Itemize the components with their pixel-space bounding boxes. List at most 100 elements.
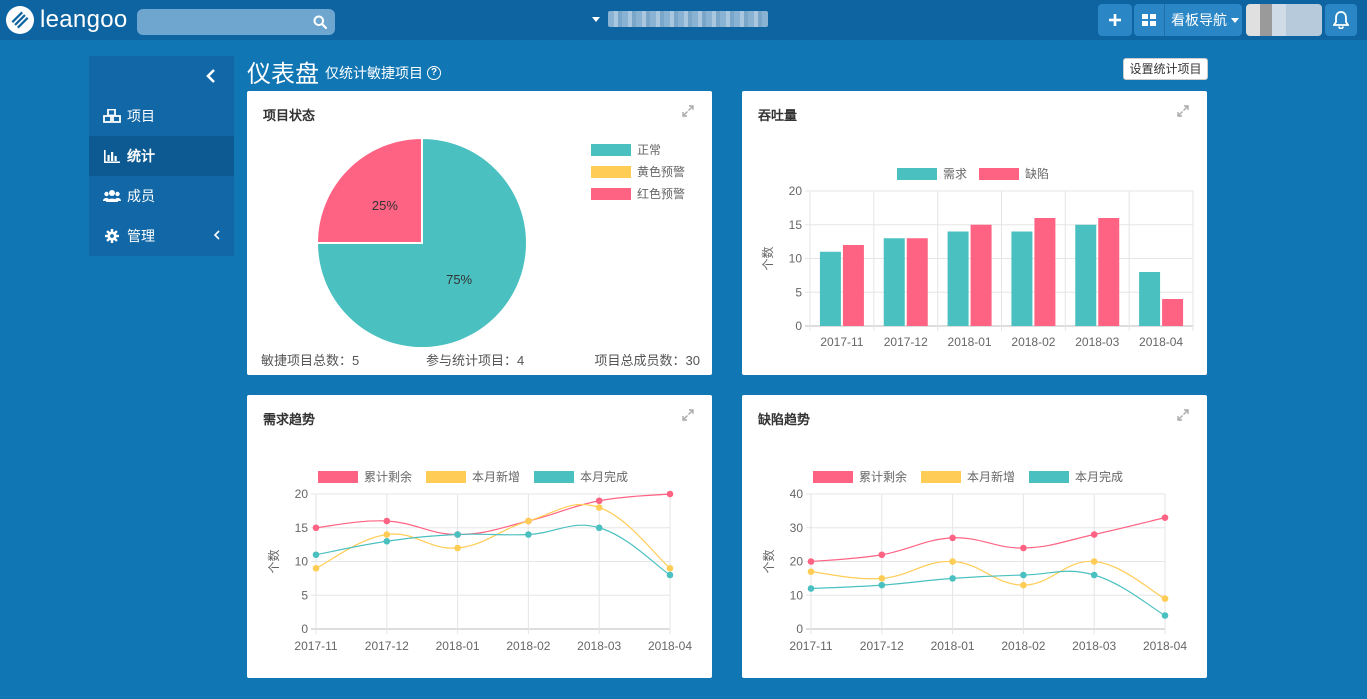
x-tick-label: 2018-02 [506, 639, 550, 653]
bar-chart-icon [103, 149, 121, 163]
sidebar-item-members[interactable]: 成员 [89, 176, 234, 216]
panel-title: 需求趋势 [263, 412, 316, 427]
pie-data-label: 25% [372, 198, 398, 213]
series-line [315, 524, 671, 576]
legend-label: 缺陷 [1025, 166, 1049, 181]
y-axis-label: 个数 [761, 549, 776, 573]
y-tick-label: 20 [295, 487, 309, 501]
data-point [878, 581, 886, 589]
y-tick-label: 20 [789, 184, 803, 198]
chevron-left-icon [213, 230, 220, 240]
x-tick-label: 2018-04 [648, 639, 692, 653]
caret-down-icon [592, 16, 600, 22]
expand-icon[interactable] [682, 105, 694, 117]
x-tick-label: 2018-03 [577, 639, 621, 653]
board-nav-button[interactable]: 看板导航 [1134, 4, 1242, 36]
data-point [1161, 612, 1169, 619]
requirement-trend-panel: 需求趋势 0 5 10 15 20 个数 累计剩余 本月新增 本月完成 2017-11 2017-1… [247, 395, 712, 678]
question-circle-icon[interactable]: ? [427, 66, 441, 80]
x-tick-label: 2018-01 [948, 335, 992, 349]
data-point [383, 517, 391, 525]
data-point [949, 575, 956, 582]
expand-icon[interactable] [1177, 409, 1189, 421]
y-tick-label: 10 [790, 588, 804, 602]
sidebar-item-label: 统计 [127, 148, 155, 164]
grid-icon [1142, 14, 1156, 26]
logo[interactable]: leangoo [6, 6, 128, 34]
series-line [315, 503, 671, 569]
throughput-panel: 吞吐量 0 5 10 15 20 个数 需求 缺陷 2017-11 2017-12 2018-01 2… [742, 91, 1207, 375]
legend-label: 正常 [637, 143, 661, 157]
y-tick-label: 5 [795, 285, 802, 299]
x-tick-label: 2017-11 [789, 639, 832, 653]
bar [1011, 231, 1033, 326]
settings-button[interactable]: 设置统计项目 [1123, 58, 1208, 80]
legend-swatch [591, 144, 631, 156]
x-tick-label: 2018-02 [1011, 335, 1055, 349]
sidebar-item-projects[interactable]: 项目 [89, 96, 234, 136]
y-tick-label: 40 [790, 487, 804, 501]
bar [947, 231, 969, 326]
data-point [525, 517, 532, 525]
x-tick-label: 2018-03 [1072, 639, 1116, 653]
series-line [810, 570, 1166, 617]
x-tick-label: 2017-11 [294, 639, 337, 653]
legend-swatch [979, 168, 1019, 180]
x-tick-label: 2018-02 [1001, 639, 1045, 653]
bar [1075, 224, 1097, 326]
pie-slice [315, 136, 528, 349]
data-point [595, 497, 603, 505]
data-point [1020, 571, 1027, 579]
project-name-blurred [608, 11, 768, 27]
data-point [595, 504, 603, 511]
data-point [312, 551, 320, 559]
legend-label: 累计剩余 [859, 469, 907, 484]
x-tick-label: 2018-01 [436, 639, 480, 653]
legend-swatch [426, 471, 466, 483]
legend-swatch [534, 471, 574, 483]
legend-label: 本月新增 [967, 469, 1015, 484]
defect-trend-panel: 缺陷趋势 0 10 20 30 40 个数 累计剩余 本月新增 本月完成 2017-11 2017-… [742, 395, 1207, 678]
legend-label: 黄色预警 [637, 164, 685, 179]
expand-icon[interactable] [1177, 105, 1189, 117]
y-tick-label: 15 [789, 218, 803, 232]
data-point [454, 531, 461, 538]
x-tick-label: 2017-11 [820, 335, 863, 349]
bar [883, 238, 905, 326]
notification-button[interactable] [1325, 4, 1357, 36]
bar [906, 238, 928, 326]
legend-swatch [1029, 471, 1069, 483]
add-button[interactable] [1098, 4, 1132, 36]
data-point [383, 531, 391, 538]
search-input[interactable] [145, 12, 309, 34]
y-tick-label: 30 [790, 521, 804, 535]
sidebar-collapse-button[interactable] [89, 56, 234, 96]
sidebar-item-statistics[interactable]: 统计 [89, 136, 234, 176]
x-tick-label: 2018-04 [1143, 639, 1187, 653]
project-selector[interactable] [592, 11, 768, 27]
defect-trend-line-chart: 0 10 20 30 40 个数 累计剩余 本月新增 本月完成 2017-11 2017-12 201… [761, 469, 1187, 653]
sidebar-item-management[interactable]: 管理 [89, 216, 234, 256]
legend-label: 红色预警 [637, 186, 685, 201]
legend-swatch [591, 188, 631, 200]
throughput-bar-chart: 0 5 10 15 20 个数 需求 缺陷 2017-11 2017-12 2018-01 2018-… [760, 166, 1194, 349]
data-point [949, 534, 956, 542]
data-point [878, 575, 886, 582]
data-point [807, 558, 815, 565]
data-point [312, 524, 320, 532]
data-point [1161, 595, 1169, 602]
data-point [454, 544, 461, 552]
x-tick-label: 2018-04 [1139, 335, 1183, 349]
sidebar-item-label: 管理 [127, 228, 155, 244]
search-icon[interactable] [313, 15, 327, 29]
page-title: 仪表盘 [247, 61, 319, 88]
project-members-total: 项目总成员数：30 [594, 353, 700, 368]
expand-icon[interactable] [682, 409, 694, 421]
top-bar: leangoo 看板导航 [0, 0, 1367, 40]
bar [1162, 299, 1184, 326]
plus-icon [1109, 14, 1121, 26]
data-point [1090, 531, 1098, 538]
user-avatar-blurred[interactable] [1246, 4, 1322, 36]
chevron-left-icon [206, 69, 215, 83]
search-box[interactable] [137, 9, 335, 35]
